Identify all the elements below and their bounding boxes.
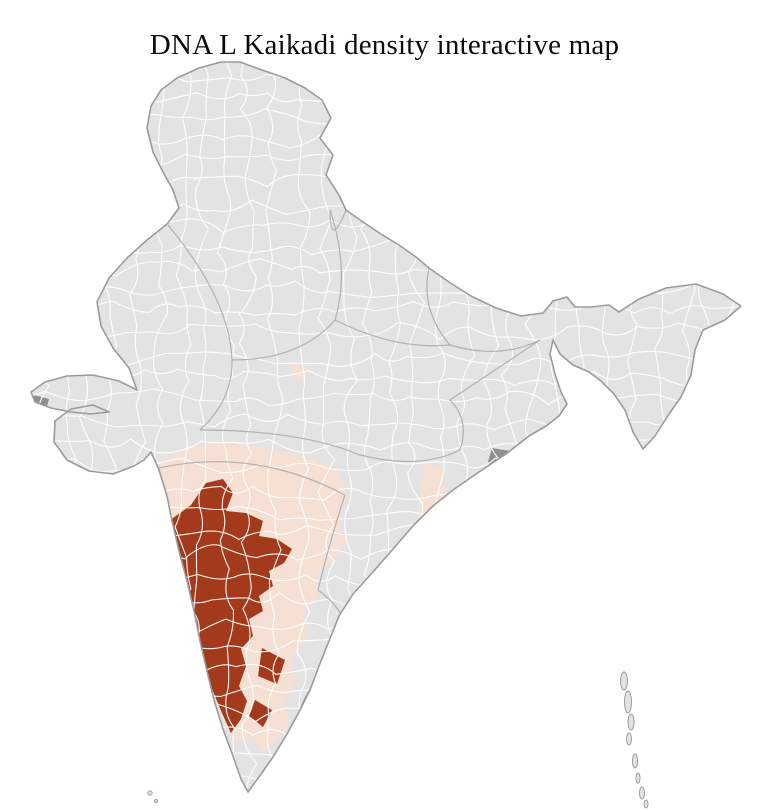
- high-density-pocket-1[interactable]: [258, 648, 285, 684]
- map-title: DNA L Kaikadi density interactive map: [149, 29, 620, 62]
- low-density-pocket-southeast[interactable]: [451, 532, 471, 554]
- andaman-nicobar-islands[interactable]: [620, 671, 649, 809]
- high-density-cluster[interactable]: [160, 479, 292, 733]
- india-base[interactable]: [31, 62, 741, 792]
- lakshadweep-islands[interactable]: [147, 790, 159, 804]
- state-borders: [149, 209, 541, 711]
- india-outline: [30, 61, 742, 793]
